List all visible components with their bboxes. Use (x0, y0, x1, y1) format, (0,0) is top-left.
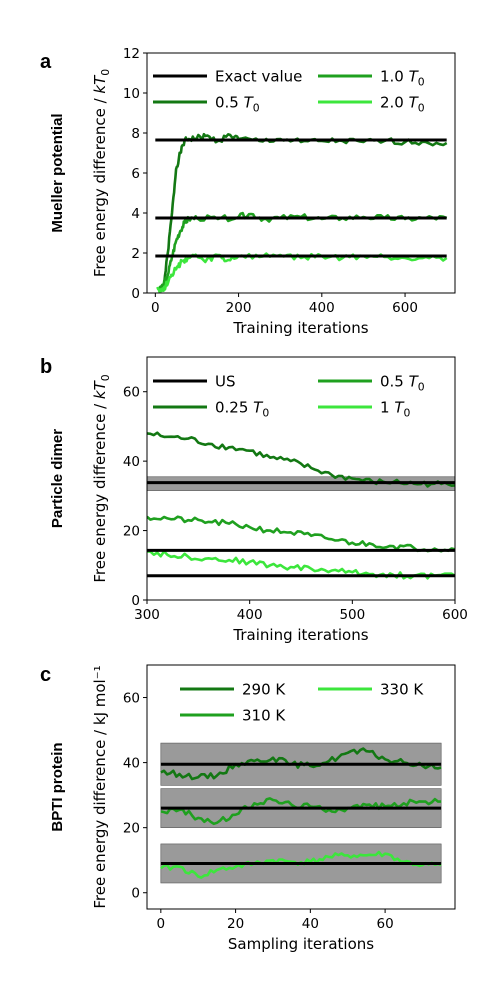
plot-area (155, 132, 448, 293)
x-axis-label: Sampling iterations (228, 935, 374, 953)
legend-label: 0.5 T0 (215, 94, 260, 115)
plot-area (160, 742, 442, 884)
x-tick-label: 500 (339, 607, 365, 623)
x-tick-label: 0 (157, 916, 166, 932)
y-tick-label: 60 (123, 385, 140, 401)
y-axis-label: Free energy difference / kJ mol⁻¹ (91, 665, 109, 908)
row-label: Particle dimer (49, 429, 66, 528)
y-tick-label: 40 (123, 454, 140, 470)
x-tick-label: 600 (442, 607, 468, 623)
x-tick-label: 400 (309, 300, 335, 316)
legend-label: 290 K (242, 681, 286, 699)
y-axis-label: Free energy difference / kT0 (91, 69, 112, 277)
y-tick-label: 8 (131, 126, 140, 142)
y-axis-label: Free energy difference / kT0 (91, 374, 112, 582)
row-label: BPTI protein (49, 742, 66, 831)
y-tick-label: 12 (123, 46, 140, 62)
y-tick-label: 4 (131, 206, 140, 222)
legend-label: 0.5 T0 (380, 373, 425, 394)
legend-label: US (215, 373, 236, 391)
y-tick-label: 40 (123, 756, 140, 772)
y-tick-label: 10 (123, 86, 140, 102)
x-axis-label: Training iterations (232, 319, 368, 337)
plot-area (147, 431, 455, 580)
panel-a: 0 200 400 600 0 2 4 6 8 10 12 Training iterations Fr… (40, 46, 456, 337)
y-tick-label: 6 (131, 166, 140, 182)
legend-label: 1.0 T0 (380, 68, 425, 89)
x-tick-label: 60 (377, 916, 394, 932)
y-tick-label: 0 (131, 286, 140, 302)
series-line-0.5-T0 (162, 132, 448, 288)
row-label: Mueller potential (49, 113, 66, 232)
y-tick-label: 0 (131, 593, 140, 609)
series-line-2.0-T0 (156, 252, 448, 293)
x-tick-label: 20 (227, 916, 244, 932)
panel-letter: a (40, 51, 52, 73)
panel-letter: c (40, 664, 51, 686)
legend-label: 1 T0 (380, 399, 410, 420)
panel-b: 300 400 500 600 0 20 40 60 Training iterations Fr… (40, 356, 468, 644)
y-tick-label: 60 (123, 691, 140, 707)
x-axis-label: Training iterations (232, 626, 368, 644)
x-tick-label: 200 (226, 300, 252, 316)
x-tick-label: 600 (392, 300, 418, 316)
series-line-1.0-T0 (158, 211, 448, 290)
y-tick-label: 2 (131, 246, 140, 262)
x-tick-label: 400 (237, 607, 263, 623)
panel-letter: b (40, 356, 52, 378)
series-line-0.5-T0 (147, 515, 455, 553)
x-tick-label: 300 (134, 607, 160, 623)
y-tick-label: 20 (123, 821, 140, 837)
axes-frame (146, 356, 456, 601)
legend-label: 310 K (242, 707, 286, 725)
legend-label: 0.25 T0 (215, 399, 269, 420)
x-tick-label: 40 (302, 916, 319, 932)
legend-label: Exact value (215, 68, 302, 86)
series-line-290-K (160, 747, 442, 781)
legend-label: 2.0 T0 (380, 94, 425, 115)
y-tick-label: 20 (123, 524, 140, 540)
x-tick-label: 0 (151, 300, 160, 316)
legend-label: 330 K (380, 681, 424, 699)
series-line-1-T0 (147, 550, 455, 580)
axes-frame (146, 664, 456, 910)
y-tick-label: 0 (131, 886, 140, 902)
